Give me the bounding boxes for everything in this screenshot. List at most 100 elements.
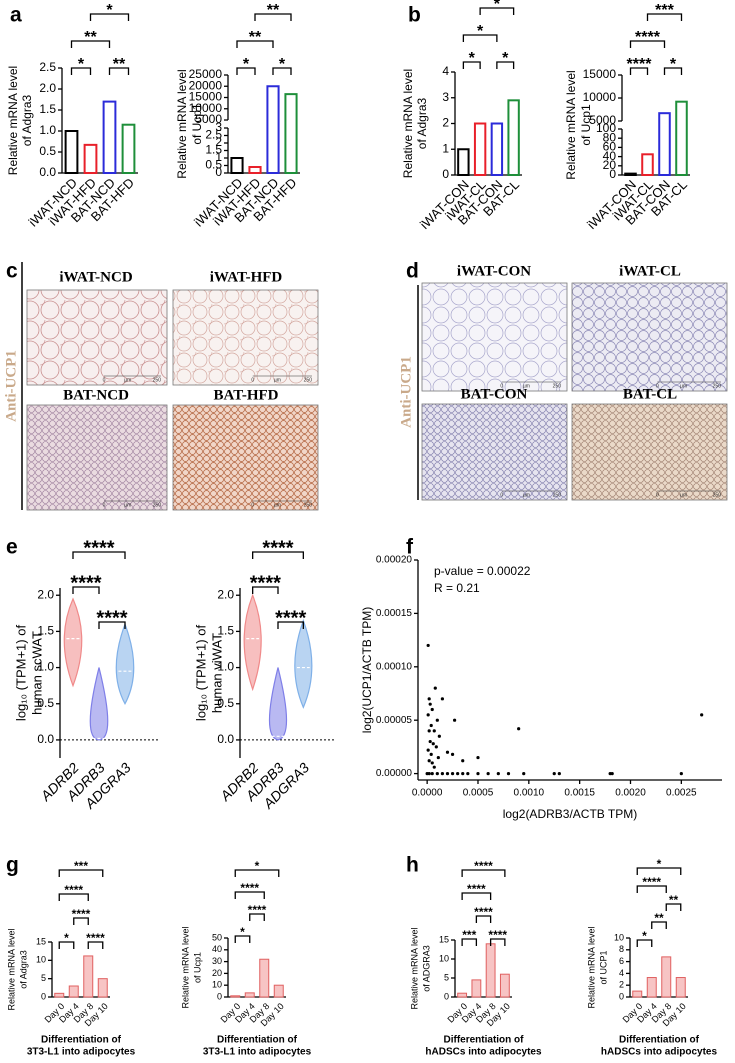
scale-bar-label: 0 [656,383,659,389]
scatter-point [476,771,480,776]
scatter-point [461,759,465,763]
y-tick-label: 1.5 [37,624,54,638]
scale-bar-label: 250 [153,502,162,508]
bar [102,100,117,174]
scale-bar-label: 250 [713,383,722,389]
micrograph-label: iWAT-CON [457,263,531,279]
y-tick-label: 0.0 [39,165,56,179]
bar [485,943,496,998]
scatter-point [476,755,480,760]
significance-bracket [629,40,666,48]
scale-bar-label: 250 [553,492,562,498]
panel-letter: f [406,536,414,559]
significance-label: **** [262,537,293,559]
scatter-point [517,727,521,731]
significance-bracket [58,893,89,901]
y-tick-label: 0.00005 [376,715,413,726]
scatter-point [437,734,441,738]
significance-label: **** [86,931,105,945]
y-tick-label: 0 [619,991,624,1001]
significance-label: * [64,931,69,945]
bar [83,955,94,998]
scatter-point [427,759,431,763]
significance-bracket [629,67,649,75]
y-tick-label: 10 [212,980,222,990]
significance-bracket [70,40,111,48]
y-tick-label: 2 [619,980,624,990]
scatter-point [461,771,465,776]
scatter-point [426,748,430,752]
bar [473,122,487,176]
significance-label: * [642,929,647,943]
x-tick-label: 0.0020 [615,788,646,799]
scatter-point [426,713,430,717]
scatter-point [440,771,445,776]
y-tick-label: 1.5 [205,143,222,157]
scatter-point [432,765,436,769]
violin [243,593,262,692]
y-axis-title: human scWAT [29,631,44,715]
significance-label: **** [488,928,507,942]
y-axis-title: of Adgra3 [18,950,28,989]
significance-bracket [236,40,274,48]
y-axis-title: of Ucp1 [190,103,204,145]
y-axis-title: Relative mRNA level [175,69,189,178]
scatter-point [433,686,437,690]
scatter-point [450,771,455,776]
significance-label: *** [655,2,674,19]
panel-letter: d [406,260,419,283]
scatter-point [435,718,439,722]
y-tick-label: 0.0 [217,732,234,746]
micrograph-label: BAT-NCD [63,387,129,403]
scatter-point [440,697,445,701]
x-tick-label: 0.0005 [463,788,494,799]
bar [259,958,270,998]
bar [499,973,510,998]
y-tick-label: 1 [215,150,222,164]
bar [97,978,108,998]
scale-bar-label: µm [680,383,687,389]
y-tick-label: 3 [442,90,449,104]
y-tick-label: 20 [212,968,222,978]
significance-bracket [462,34,498,42]
significance-label: **** [96,607,127,629]
scale-bar-label: 0 [656,492,659,498]
y-tick-label: 4 [442,64,449,78]
scale-bar-label: 0 [500,383,503,389]
significance-label: ** [113,56,126,73]
y-tick-label: 20000 [189,78,223,92]
significance-bracket [72,586,100,594]
significance-bracket [87,941,104,949]
significance-label: * [670,56,677,73]
significance-bracket [636,885,667,893]
scatter-point [430,761,434,765]
bar [230,995,241,998]
y-tick-label: 1.0 [39,123,56,137]
scatter-point [522,771,526,776]
y-tick-label: 20 [603,158,617,172]
significance-label: * [243,56,250,73]
panel-letter: a [10,4,22,27]
significance-label: **** [275,607,306,629]
significance-bracket [636,939,653,947]
y-axis-title: of Adgra3 [20,94,34,146]
panel-letter: b [408,4,421,27]
x-tick-label: 0.0000 [412,788,443,799]
violin [63,597,83,688]
micrograph-image [421,403,568,501]
bar [675,100,688,176]
y-tick-label: 5 [41,973,46,983]
panel-letter: g [6,854,19,877]
significance-label: * [255,859,260,873]
panel-letter: c [6,260,18,283]
significance-label: **** [72,907,91,921]
scatter-point [552,771,556,776]
y-axis-title: log2(UCP1/ACTB TPM) [360,607,374,733]
scatter-point [610,771,614,776]
significance-label: **** [474,905,493,919]
y-tick-label: 1.5 [39,102,56,116]
scale-bar-label: 250 [553,383,562,389]
significance-bracket [73,917,89,925]
significance-bracket [58,869,104,877]
scatter-point [445,771,450,776]
